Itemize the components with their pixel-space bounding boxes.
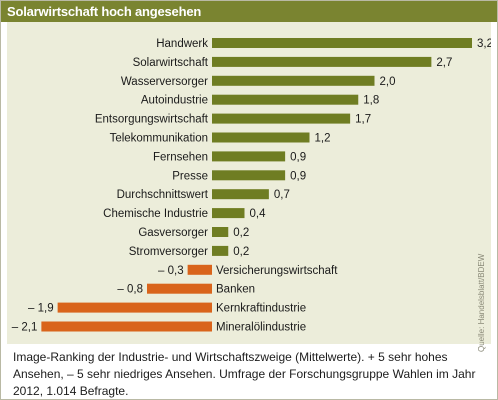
category-label: Chemische Industrie — [103, 208, 208, 220]
bar — [212, 113, 351, 124]
value-label: – 2,1 — [12, 322, 38, 334]
chart-header: Solarwirtschaft hoch angesehen — [1, 1, 497, 22]
bar — [212, 245, 229, 256]
bar-chart: Handwerk 3,2 Solarwirtschaft 2,7 Wasserverso… — [12, 38, 491, 334]
category-label: Versicherungswirtschaft — [216, 265, 338, 277]
bar — [212, 227, 229, 237]
value-label: 1,8 — [363, 95, 379, 107]
chart-caption: Image-Ranking der Industrie- und Wirtsch… — [13, 350, 476, 398]
bar — [212, 38, 472, 48]
value-label: 0,4 — [250, 208, 267, 220]
value-label: 0,2 — [233, 246, 249, 258]
bar — [212, 75, 375, 86]
value-label: 1,2 — [315, 133, 331, 145]
value-label: – 0,3 — [158, 265, 184, 277]
bar — [212, 170, 286, 181]
value-label: 2,7 — [436, 57, 452, 69]
bar — [212, 189, 269, 200]
category-label: Mineralölindustrie — [216, 322, 306, 334]
value-label: 0,9 — [290, 151, 306, 163]
bar — [41, 321, 212, 332]
chart-title: Solarwirtschaft hoch angesehen — [7, 4, 202, 19]
category-label: Solarwirtschaft — [133, 57, 209, 69]
plot-area: Handwerk 3,2 Solarwirtschaft 2,7 Wasserverso… — [7, 22, 491, 352]
category-label: Fernsehen — [153, 151, 208, 163]
category-label: Handwerk — [156, 38, 208, 50]
category-label: Banken — [216, 284, 255, 296]
value-label: – 1,9 — [28, 303, 54, 315]
value-label: 2,0 — [380, 76, 396, 88]
bar — [212, 208, 245, 219]
value-label: 0,9 — [290, 170, 306, 182]
category-label: Presse — [172, 170, 208, 182]
bar — [212, 151, 286, 162]
category-label: Kernkraftindustrie — [216, 303, 306, 315]
bar — [212, 56, 432, 67]
source-note: Quelle: Handelsblatt/BDEW — [477, 253, 486, 352]
value-label: 0,7 — [274, 189, 290, 201]
category-label: Telekommunikation — [110, 133, 208, 145]
bar — [57, 302, 212, 313]
bar — [212, 94, 359, 105]
value-label: 1,7 — [355, 114, 371, 126]
category-label: Durchschnittswert — [117, 189, 209, 201]
category-label: Gasversorger — [138, 227, 208, 239]
category-label: Autoindustrie — [141, 95, 208, 107]
category-label: Stromversorger — [129, 246, 208, 258]
bar — [187, 264, 212, 275]
bar — [212, 132, 310, 143]
value-label: 0,2 — [233, 227, 249, 239]
category-label: Entsorgungswirtschaft — [95, 114, 209, 126]
value-label: – 0,8 — [117, 284, 143, 296]
value-label: 3,2 — [477, 38, 491, 50]
bar — [147, 283, 212, 294]
category-label: Wasserversorger — [121, 76, 208, 88]
